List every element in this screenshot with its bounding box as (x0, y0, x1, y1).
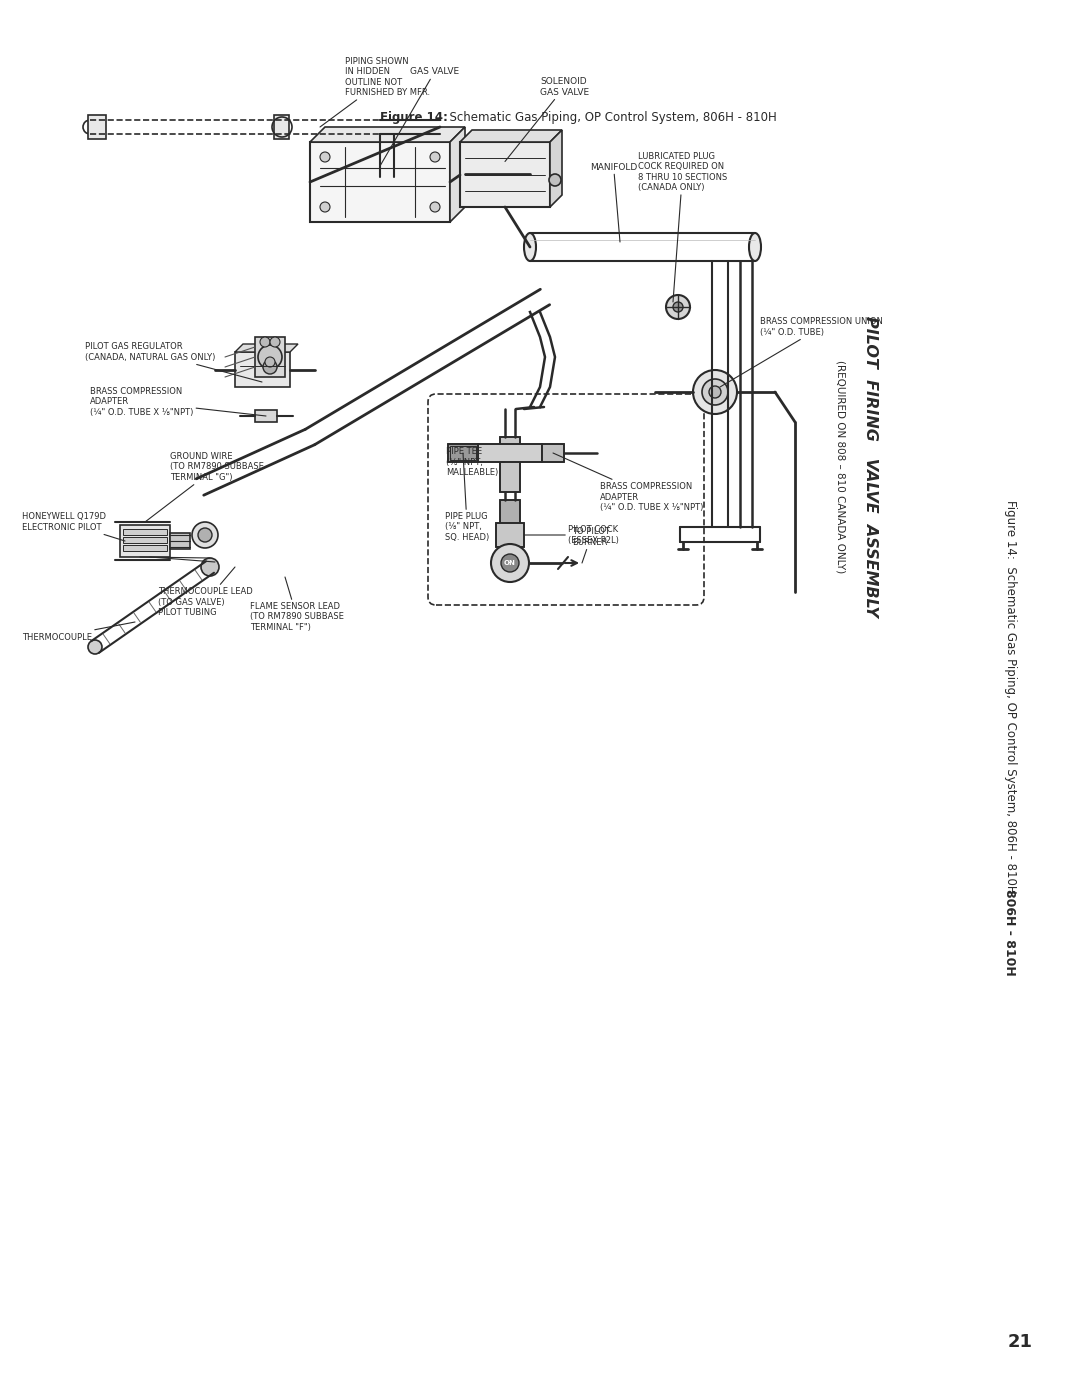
Bar (500, 437, 519, 492)
Circle shape (693, 370, 737, 414)
Text: BRASS COMPRESSION
ADAPTER
(¼" O.D. TUBE X ⅛"NPT): BRASS COMPRESSION ADAPTER (¼" O.D. TUBE … (90, 387, 266, 416)
Bar (123, 529, 167, 535)
Text: HONEYWELL Q179D
ELECTRONIC PILOT: HONEYWELL Q179D ELECTRONIC PILOT (22, 513, 125, 541)
Text: PILOT GAS REGULATOR
(CANADA, NATURAL GAS ONLY): PILOT GAS REGULATOR (CANADA, NATURAL GAS… (85, 342, 262, 381)
Text: GROUND WIRE
(TO RM7890 SUBBASE
TERMINAL "G"): GROUND WIRE (TO RM7890 SUBBASE TERMINAL … (145, 453, 264, 522)
Text: BRASS COMPRESSION UNION
(¼" O.D. TUBE): BRASS COMPRESSION UNION (¼" O.D. TUBE) (720, 317, 882, 387)
Bar (448, 444, 478, 462)
Text: PIPE PLUG
(⅛" NPT,
SQ. HEAD): PIPE PLUG (⅛" NPT, SQ. HEAD) (445, 453, 489, 542)
Text: THERMOCOUPLE: THERMOCOUPLE (22, 622, 135, 641)
Text: THERMOCOUPLE LEAD
(TO GAS VALVE)
PILOT TUBING: THERMOCOUPLE LEAD (TO GAS VALVE) PILOT T… (158, 567, 253, 617)
Bar (500, 437, 519, 492)
Circle shape (702, 379, 728, 405)
Ellipse shape (750, 233, 761, 261)
Text: PILOT  FIRING   VALVE  ASSEMBLY: PILOT FIRING VALVE ASSEMBLY (863, 317, 877, 617)
Text: 21: 21 (1008, 1333, 1032, 1351)
Polygon shape (550, 130, 562, 207)
Circle shape (501, 555, 519, 571)
Text: MANIFOLD: MANIFOLD (590, 162, 637, 242)
Circle shape (192, 522, 218, 548)
FancyBboxPatch shape (428, 394, 704, 605)
Bar (274, 115, 289, 138)
Circle shape (264, 360, 276, 374)
Text: Schematic Gas Piping, OP Control System, 806H - 810H: Schematic Gas Piping, OP Control System,… (442, 110, 777, 123)
Bar (450, 446, 476, 460)
Circle shape (320, 152, 330, 162)
Bar (123, 545, 167, 550)
Polygon shape (235, 344, 298, 352)
Text: ON: ON (504, 560, 516, 566)
Text: Figure 14:: Figure 14: (380, 110, 448, 123)
Bar (255, 337, 285, 377)
Polygon shape (450, 127, 465, 222)
Circle shape (673, 302, 683, 312)
Bar (496, 522, 524, 548)
Polygon shape (460, 130, 562, 142)
Circle shape (708, 386, 721, 398)
Circle shape (320, 203, 330, 212)
Circle shape (270, 337, 280, 346)
Bar (235, 352, 291, 387)
Bar (87, 115, 106, 138)
Circle shape (549, 175, 561, 186)
Circle shape (198, 528, 212, 542)
Bar (255, 409, 276, 422)
Circle shape (258, 345, 282, 369)
Text: BRASS COMPRESSION
ADAPTER
(¼" O.D. TUBE X ⅛"NPT): BRASS COMPRESSION ADAPTER (¼" O.D. TUBE … (553, 453, 703, 511)
Bar (478, 444, 542, 462)
Text: GAS VALVE: GAS VALVE (380, 67, 459, 166)
Text: LUBRICATED PLUG
COCK REQUIRED ON
8 THRU 10 SECTIONS
(CANADA ONLY): LUBRICATED PLUG COCK REQUIRED ON 8 THRU … (638, 152, 727, 302)
Text: FLAME SENSOR LEAD
(TO RM7890 SUBBASE
TERMINAL "F"): FLAME SENSOR LEAD (TO RM7890 SUBBASE TER… (249, 577, 343, 631)
Bar (500, 500, 519, 525)
Circle shape (201, 557, 219, 576)
Text: PIPE TEE
(⅛" NPT,
MALLEABLE): PIPE TEE (⅛" NPT, MALLEABLE) (446, 447, 505, 476)
Circle shape (265, 358, 275, 367)
Circle shape (260, 337, 270, 346)
Circle shape (430, 203, 440, 212)
Text: Figure 14:  Schematic Gas Piping, OP Control System, 806H - 810H: Figure 14: Schematic Gas Piping, OP Cont… (1003, 500, 1016, 894)
Circle shape (83, 120, 97, 134)
Circle shape (87, 640, 102, 654)
Bar (460, 142, 550, 207)
Text: PIPING SHOWN
IN HIDDEN
OUTLINE NOT
FURNISHED BY MFR.: PIPING SHOWN IN HIDDEN OUTLINE NOT FURNI… (320, 57, 430, 127)
Bar (496, 522, 524, 548)
Text: (REQUIRED ON 808 – 810 CANADA ONLY): (REQUIRED ON 808 – 810 CANADA ONLY) (835, 360, 845, 574)
Bar (123, 536, 167, 543)
Circle shape (491, 543, 529, 583)
Bar (542, 444, 564, 462)
Text: 806H - 810H: 806H - 810H (1003, 888, 1016, 975)
Bar (500, 500, 519, 525)
Bar (542, 444, 564, 462)
Bar (478, 444, 542, 462)
Polygon shape (310, 127, 465, 142)
Text: PILOT COCK
(ESSEX P2L): PILOT COCK (ESSEX P2L) (524, 525, 619, 545)
Ellipse shape (524, 233, 536, 261)
Text: SOLENOID
GAS VALVE: SOLENOID GAS VALVE (505, 77, 589, 162)
Circle shape (430, 152, 440, 162)
Bar (310, 142, 450, 222)
Text: TO PILOT
BURNER: TO PILOT BURNER (572, 527, 610, 563)
Bar (120, 525, 170, 557)
Bar (448, 444, 478, 462)
Bar (170, 534, 190, 549)
Circle shape (666, 295, 690, 319)
